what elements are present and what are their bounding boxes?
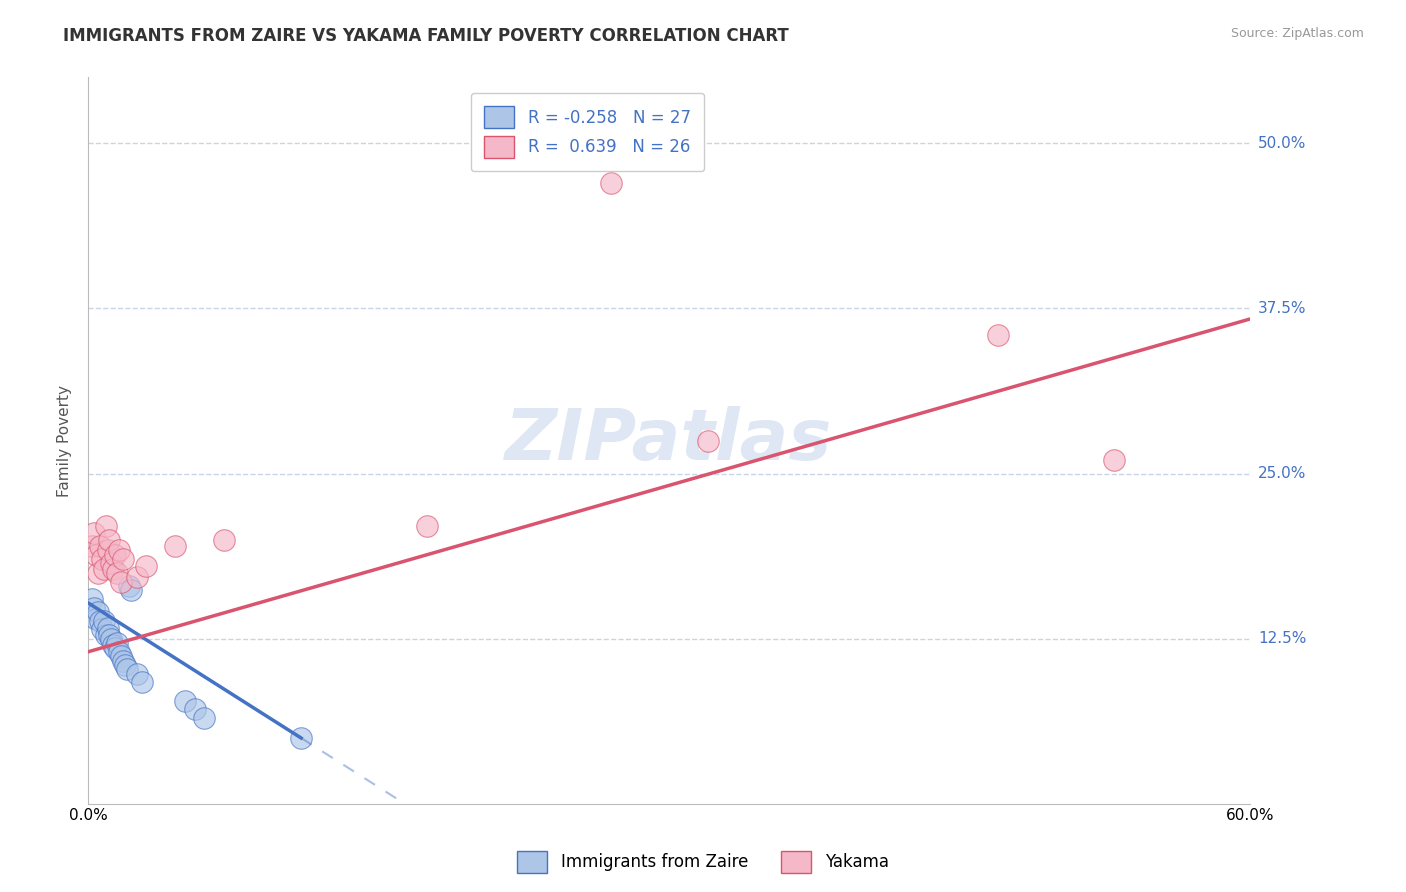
Point: [110, 648, 132, 663]
Point: [165, 539, 187, 553]
Point: [111, 654, 134, 668]
Point: [183, 701, 205, 715]
Point: [104, 640, 127, 655]
Point: [111, 552, 134, 566]
Point: [87, 605, 110, 619]
Point: [89, 615, 111, 629]
Point: [80, 591, 103, 606]
Point: [96, 543, 118, 558]
Point: [174, 693, 197, 707]
Point: [120, 582, 142, 597]
Point: [110, 574, 132, 589]
Point: [131, 675, 153, 690]
Text: Source: ZipAtlas.com: Source: ZipAtlas.com: [1230, 27, 1364, 40]
Point: [599, 176, 621, 190]
Point: [105, 635, 128, 649]
Point: [696, 434, 718, 448]
Point: [108, 645, 131, 659]
Text: 12.5%: 12.5%: [1258, 631, 1306, 646]
Point: [83, 601, 105, 615]
Text: 25.0%: 25.0%: [1258, 466, 1306, 481]
Point: [84, 549, 107, 563]
Point: [987, 327, 1010, 342]
Point: [94, 519, 117, 533]
Point: [84, 612, 107, 626]
Point: [125, 667, 148, 681]
Point: [135, 558, 157, 573]
Text: 50.0%: 50.0%: [1258, 136, 1306, 151]
Point: [103, 561, 125, 575]
Text: IMMIGRANTS FROM ZAIRE VS YAKAMA FAMILY POVERTY CORRELATION CHART: IMMIGRANTS FROM ZAIRE VS YAKAMA FAMILY P…: [63, 27, 789, 45]
Point: [89, 539, 111, 553]
Point: [105, 566, 128, 580]
Point: [100, 632, 122, 646]
Point: [118, 579, 141, 593]
Point: [93, 615, 115, 629]
Point: [290, 731, 312, 745]
Point: [90, 623, 112, 637]
Legend: Immigrants from Zaire, Yakama: Immigrants from Zaire, Yakama: [510, 845, 896, 880]
Point: [114, 657, 136, 672]
Point: [80, 539, 103, 553]
Point: [94, 627, 117, 641]
Text: ZIPatlas: ZIPatlas: [505, 406, 832, 475]
Point: [416, 519, 439, 533]
Point: [108, 543, 131, 558]
Point: [98, 627, 121, 641]
Legend: R = -0.258   N = 27, R =  0.639   N = 26: R = -0.258 N = 27, R = 0.639 N = 26: [471, 93, 704, 171]
Y-axis label: Family Poverty: Family Poverty: [58, 384, 72, 497]
Point: [103, 638, 125, 652]
Point: [193, 711, 215, 725]
Point: [83, 525, 105, 540]
Point: [98, 533, 121, 547]
Point: [115, 662, 138, 676]
Point: [104, 549, 127, 563]
Point: [96, 621, 118, 635]
Point: [1104, 453, 1126, 467]
Point: [100, 557, 122, 571]
Point: [87, 566, 110, 580]
Point: [93, 561, 115, 575]
Point: [212, 533, 235, 547]
Point: [125, 569, 148, 583]
Point: [90, 552, 112, 566]
Text: 37.5%: 37.5%: [1258, 301, 1306, 316]
